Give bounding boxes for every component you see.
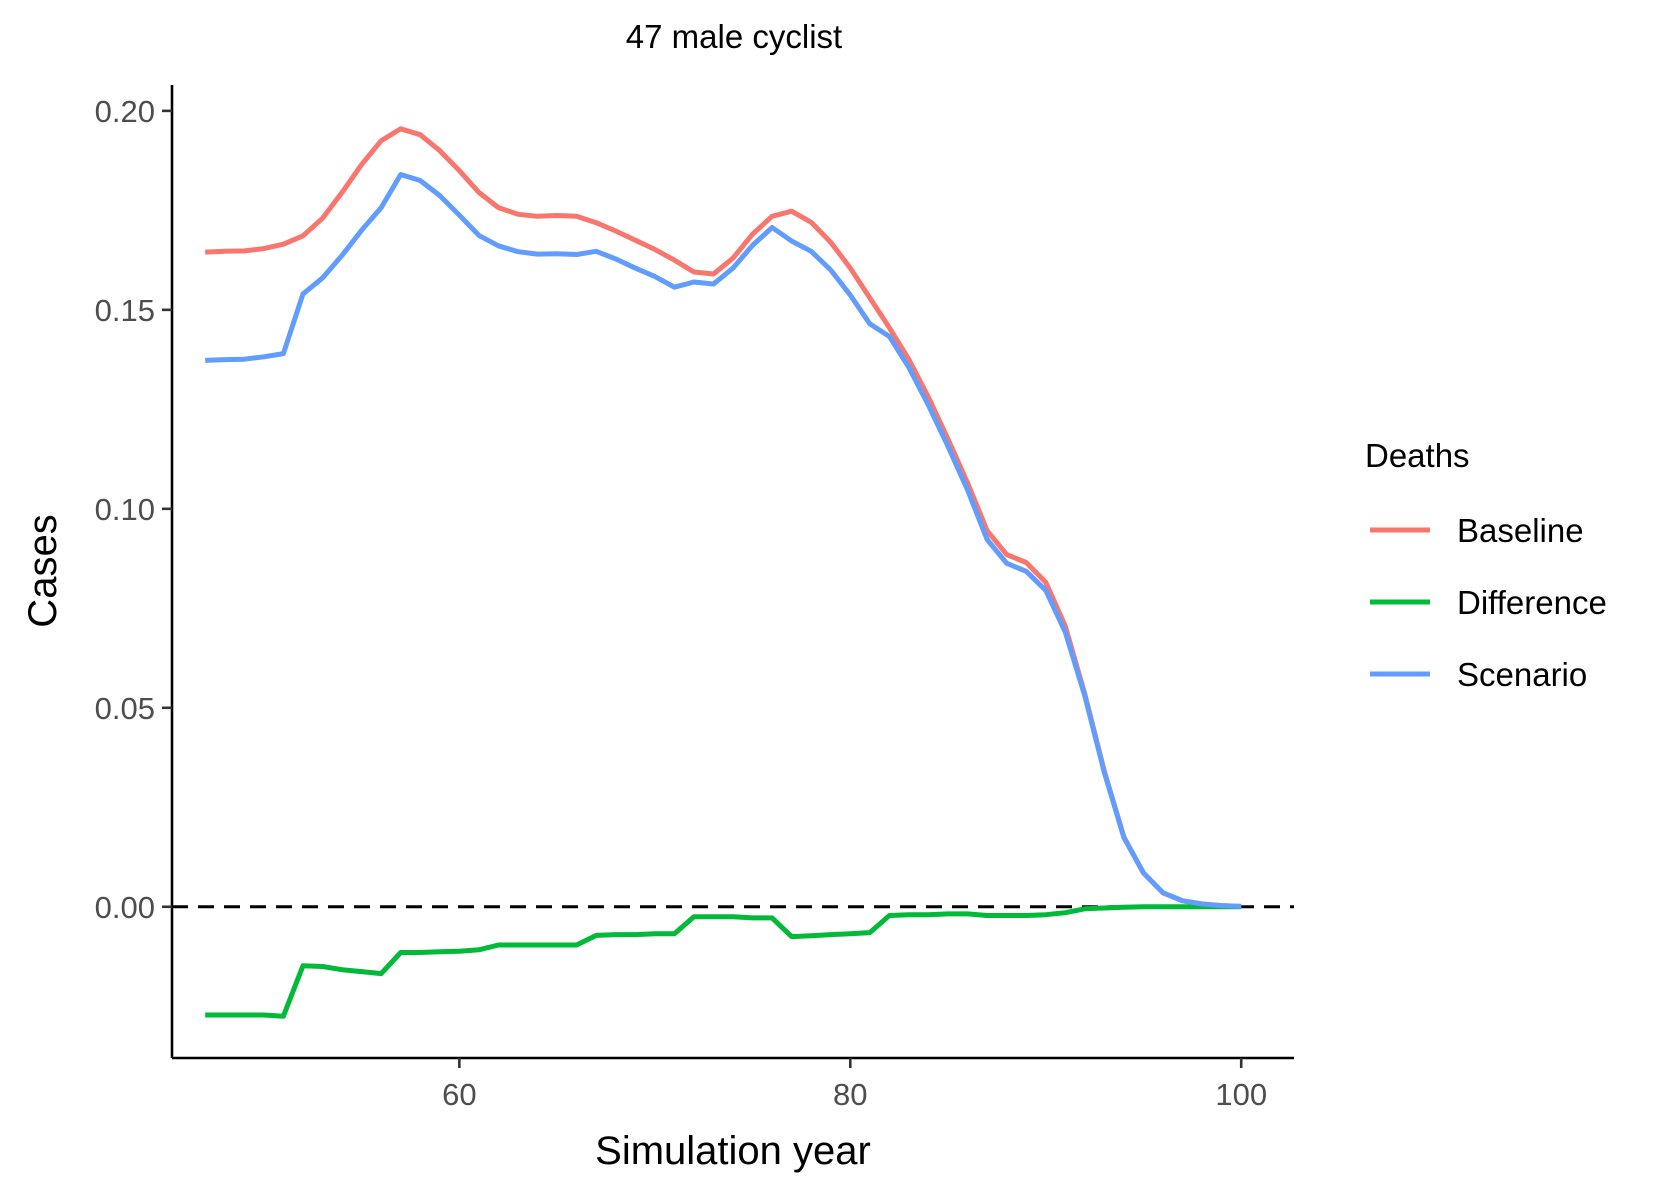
legend-item-scenario: Scenario (1370, 656, 1587, 693)
y-tick-label: 0.05 (95, 691, 155, 726)
x-tick-label: 100 (1215, 1077, 1267, 1112)
y-tick-label: 0.20 (95, 94, 155, 129)
x-tick-label: 60 (442, 1077, 476, 1112)
y-axis-title: Cases (21, 514, 65, 627)
x-ticks: 60 80 100 (442, 1058, 1267, 1112)
legend-title: Deaths (1365, 437, 1470, 474)
y-ticks: 0.00 0.05 0.10 0.15 0.20 (95, 94, 172, 925)
plot-area (172, 126, 1294, 1019)
y-tick-label: 0.00 (95, 890, 155, 925)
legend-label: Scenario (1457, 656, 1587, 693)
x-axis-title: Simulation year (595, 1129, 871, 1173)
legend-item-baseline: Baseline (1370, 512, 1584, 549)
legend-label: Difference (1457, 584, 1607, 621)
legend-label: Baseline (1457, 512, 1584, 549)
series-line-difference (205, 904, 1242, 1019)
legend-item-difference: Difference (1370, 584, 1607, 621)
series-line-baseline (205, 126, 1242, 909)
y-tick-label: 0.15 (95, 293, 155, 328)
series-line-scenario (205, 172, 1242, 909)
chart-title: 47 male cyclist (626, 18, 842, 55)
y-tick-label: 0.10 (95, 492, 155, 527)
legend: Deaths Baseline Difference Scenario (1365, 437, 1607, 693)
x-tick-label: 80 (833, 1077, 867, 1112)
